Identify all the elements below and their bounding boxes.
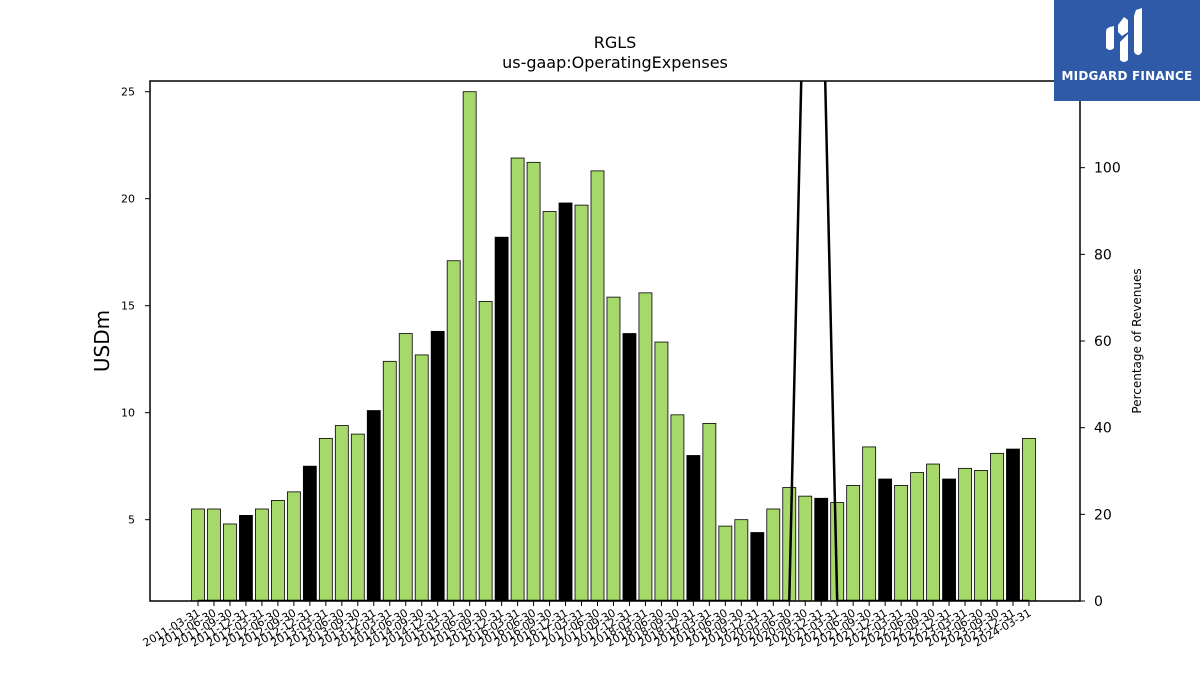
bar-2020-09-30 [798,495,813,602]
bar-2023-06-30 [974,470,988,602]
bar-2014-03-31 [382,360,397,602]
midgard-logo-icon [1106,8,1142,62]
bar-2011-06-30 [207,508,221,602]
y2-tick-label: 0 [1094,594,1103,610]
y-axis-right: 0 20 40 60 80 100 [1080,161,1121,610]
bar-2016-12-31 [558,202,573,602]
bar-2017-06-30 [590,170,605,602]
y2-tick-label: 100 [1094,161,1121,177]
bar-2023-09-30 [990,452,1004,602]
y2-tick-label: 60 [1094,334,1112,350]
bar-2022-06-30 [910,472,924,602]
bar-2012-06-30 [270,500,285,602]
bar-2013-03-31 [318,437,333,602]
bar-2012-09-30 [286,491,301,602]
chart-title: RGLS [594,33,637,52]
bar-2015-09-30 [478,301,493,602]
bar-2012-03-31 [255,508,269,602]
x-axis: 2011-03-312011-06-302011-09-302011-12-31… [141,601,1033,650]
bar-2021-09-30 [862,446,877,602]
brand-logo: MIDGARD FINANCE [1054,0,1200,101]
bar-2011-12-31 [239,515,253,602]
bar-2019-12-31 [750,532,765,602]
y-tick-label: 15 [121,300,135,313]
bar-2022-12-31 [942,478,956,602]
bar-2024-03-31 [1022,437,1036,602]
bars-group [191,91,1036,602]
bar-2015-12-31 [494,236,509,602]
bar-2013-09-30 [350,433,365,602]
bar-2017-09-30 [606,296,621,602]
bar-2022-03-31 [894,485,909,602]
bar-2018-12-31 [686,455,701,602]
bar-2017-03-31 [574,204,589,602]
y-tick-label: 25 [121,86,135,99]
y2-tick-label: 40 [1094,421,1112,437]
bar-2019-06-30 [718,525,733,602]
bar-2011-09-30 [223,523,237,602]
y-axis-label: USDm [90,310,114,372]
logo-text: MIDGARD FINANCE [1061,69,1193,83]
chart-subtitle: us-gaap:OperatingExpenses [502,53,728,72]
y-axis-left: 5 10 15 20 25 [121,86,150,527]
bar-2020-03-31 [766,508,781,602]
bar-2011-03-31 [191,508,205,602]
y-tick-label: 5 [128,514,135,527]
bar-2017-12-31 [622,333,637,602]
bar-2013-06-30 [334,425,349,602]
bar-2021-06-30 [846,485,861,602]
bar-2016-09-30 [542,211,557,602]
bar-2023-03-31 [958,467,972,602]
y-tick-label: 20 [121,193,135,206]
bar-2022-09-30 [926,463,940,602]
bar-2018-03-31 [638,292,653,602]
bar-2018-09-30 [670,414,685,602]
bar-2021-12-31 [878,478,893,602]
bar-2012-12-31 [302,465,317,602]
bar-2014-09-30 [414,354,429,602]
bar-2019-03-31 [702,422,717,602]
bar-2020-12-31 [814,497,829,602]
y2-axis-label: Percentage of Revenues [1130,268,1144,413]
y2-tick-label: 80 [1094,247,1112,263]
bar-2014-06-30 [398,333,413,602]
bar-2014-12-31 [430,330,445,602]
bar-2016-06-30 [526,161,541,602]
bar-2018-06-30 [654,341,669,602]
bar-2015-03-31 [446,260,461,602]
bar-2013-12-31 [366,410,381,602]
y2-tick-label: 20 [1094,507,1112,523]
bar-2023-12-31 [1006,448,1020,602]
bar-2016-03-31 [510,157,525,602]
bar-2019-09-30 [734,519,749,602]
bar-2015-06-30 [462,91,477,602]
y-tick-label: 10 [121,407,135,420]
